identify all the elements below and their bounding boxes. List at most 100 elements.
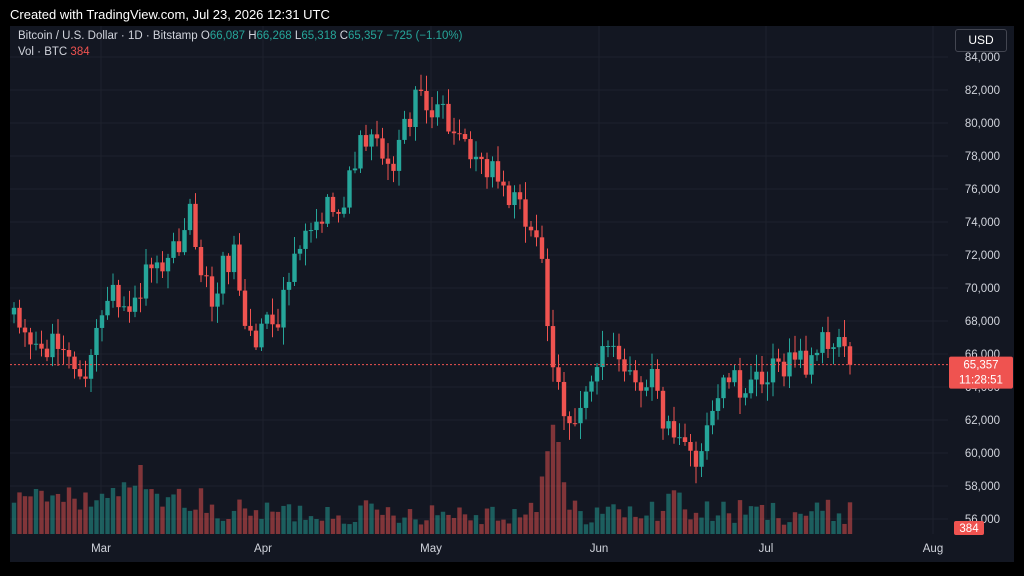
volume-bar <box>847 502 853 534</box>
candle-body <box>314 221 319 231</box>
volume-bar <box>550 424 556 534</box>
volume-bar <box>17 492 22 534</box>
interval-label[interactable]: 1D <box>127 30 143 42</box>
candle-body <box>391 163 396 171</box>
candle-body <box>33 343 39 345</box>
candle-body <box>732 370 737 383</box>
volume-bar <box>149 489 154 534</box>
volume-bar <box>413 519 418 534</box>
candle-body <box>748 379 754 394</box>
volume-bar <box>396 522 402 534</box>
volume-bar <box>72 498 77 534</box>
volume-bar <box>325 507 330 534</box>
volume-bar <box>457 507 462 534</box>
candle-body <box>655 369 660 391</box>
candle-body <box>204 275 209 277</box>
volume-bar <box>385 507 391 534</box>
candle-body <box>325 196 330 224</box>
volume-bar <box>319 520 325 534</box>
volume-bar <box>726 513 732 534</box>
volume-bar <box>539 476 545 534</box>
volume-bar <box>270 511 275 534</box>
symbol-name[interactable]: Bitcoin / U.S. Dollar <box>18 30 118 42</box>
candle-body <box>594 367 600 382</box>
countdown-label: 11:28:51 <box>959 375 1003 387</box>
candle-body <box>831 347 836 349</box>
candle-body <box>638 382 644 391</box>
volume-bar <box>682 509 688 534</box>
separator: · <box>120 30 125 42</box>
candle-body <box>803 350 809 375</box>
volume-bar <box>242 508 248 534</box>
candle-body <box>44 348 50 358</box>
high-value: 66,268 <box>256 30 292 42</box>
candle-body <box>77 369 83 377</box>
volume-bar <box>176 488 182 534</box>
volume-bar <box>644 515 649 534</box>
volume-bar <box>820 510 825 534</box>
volume-bar <box>737 500 743 534</box>
candle-body <box>176 241 182 253</box>
volume-bar <box>358 505 363 534</box>
candle-body <box>165 257 171 272</box>
candle-body <box>754 371 759 380</box>
candle-body <box>116 284 121 308</box>
candle-body <box>259 323 264 348</box>
candle-body <box>198 247 204 276</box>
candle-body <box>781 361 787 377</box>
candle-body <box>11 307 17 315</box>
volume-bar <box>836 513 842 534</box>
candle-body <box>715 398 721 411</box>
y-tick-label: 60,000 <box>965 448 1000 460</box>
chart-panel[interactable] <box>10 26 1014 562</box>
volume-bar <box>600 513 605 534</box>
volume-bar <box>622 517 627 534</box>
candle-body <box>110 284 116 301</box>
candle-body <box>132 297 138 312</box>
candle-body <box>506 185 512 206</box>
volume-bar <box>710 520 715 534</box>
candle-body <box>561 381 567 417</box>
volume-bar <box>798 513 803 534</box>
volume-label: Vol · BTC <box>18 46 68 58</box>
volume-bar <box>374 509 380 534</box>
volume-bar <box>336 515 341 534</box>
separator: · <box>145 30 150 42</box>
candle-body <box>105 300 110 316</box>
volume-bar <box>616 509 622 534</box>
currency-button[interactable]: USD <box>955 29 1007 52</box>
candle-body <box>545 258 550 327</box>
volume-bar <box>116 496 121 534</box>
volume-bar <box>704 501 710 534</box>
candle-body <box>583 391 589 408</box>
candle-body <box>303 230 308 249</box>
volume-bar <box>341 523 347 534</box>
candle-body <box>572 423 578 425</box>
last-volume-tag <box>954 521 984 535</box>
candle-body <box>99 315 105 328</box>
open-value: 66,087 <box>209 30 245 42</box>
candle-body <box>473 156 479 160</box>
volume-bar <box>308 516 314 534</box>
low-value: 65,318 <box>301 30 337 42</box>
volume-bar <box>297 505 303 534</box>
volume-bar <box>264 502 270 534</box>
volume-bar <box>677 492 682 534</box>
volume-bar <box>748 506 754 534</box>
volume-bar <box>484 508 490 534</box>
volume-bar <box>468 520 473 534</box>
y-tick-label: 74,000 <box>965 217 1000 229</box>
candle-body <box>677 437 682 439</box>
candle-body <box>143 264 149 299</box>
volume-bar <box>627 506 633 534</box>
candle-body <box>171 241 176 258</box>
volume-bar <box>490 506 495 534</box>
candle-body <box>666 421 671 429</box>
volume-bar <box>831 521 836 534</box>
candle-body <box>649 369 655 388</box>
candle-body <box>193 203 198 248</box>
candle-body <box>160 262 165 272</box>
watermark: Created with TradingView.com, Jul 23, 20… <box>10 7 330 22</box>
candle-body <box>237 244 242 291</box>
